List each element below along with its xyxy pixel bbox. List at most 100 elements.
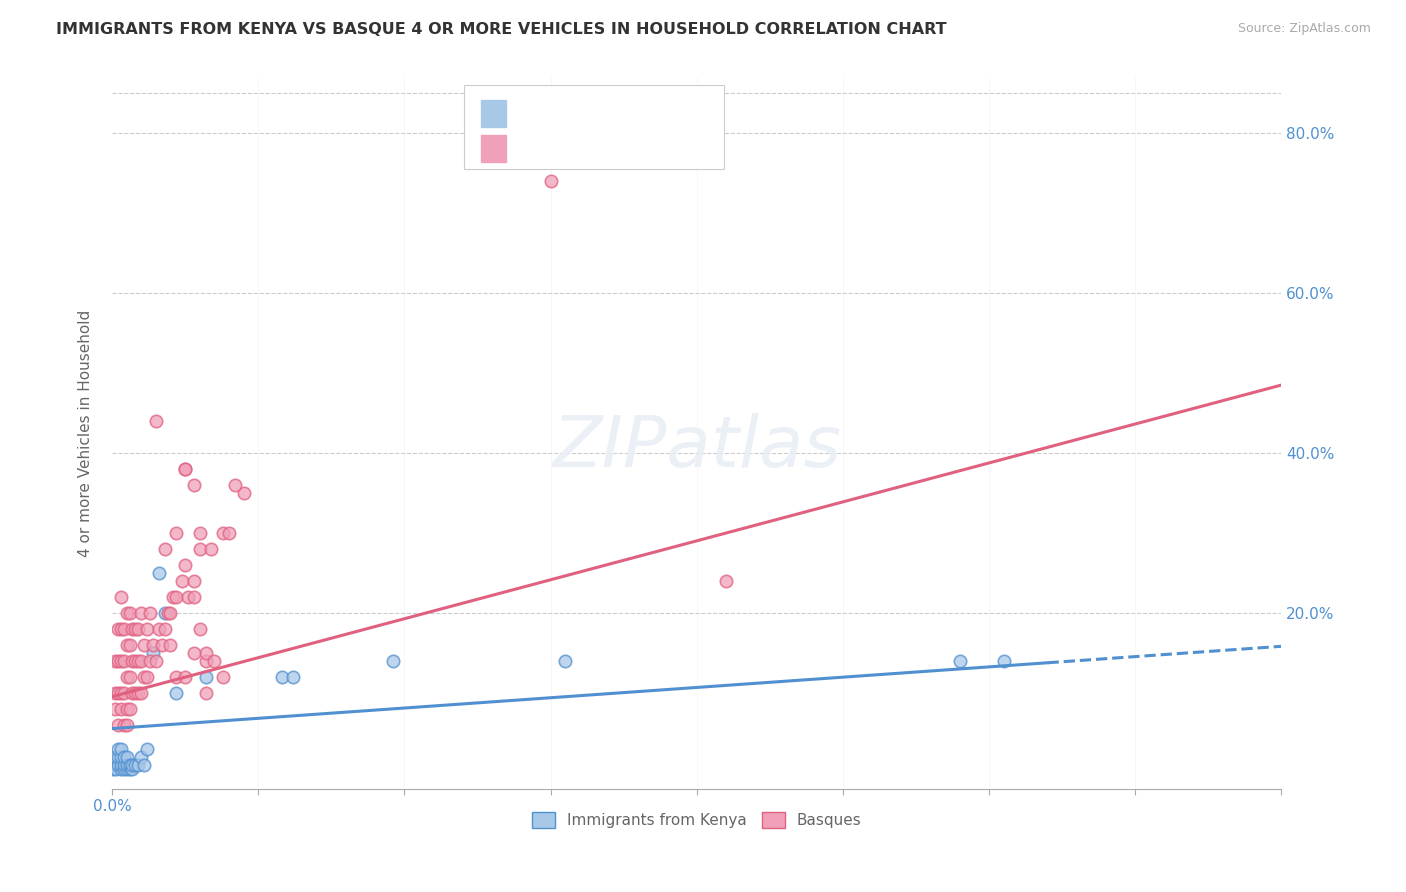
Point [110, 622, 132, 636]
Point [194, 670, 217, 684]
Point [115, 762, 138, 776]
Point [112, 717, 135, 731]
Point [134, 638, 156, 652]
Point [107, 741, 129, 756]
Point [194, 654, 217, 668]
Point [150, 638, 173, 652]
Point [118, 670, 141, 684]
Point [124, 654, 146, 668]
Point [188, 622, 211, 636]
Point [136, 741, 159, 756]
Point [124, 686, 146, 700]
Point [714, 574, 737, 588]
Point [134, 757, 156, 772]
Point [104, 749, 127, 764]
Text: N = 82: N = 82 [596, 141, 654, 156]
Point [121, 622, 143, 636]
Point [115, 670, 138, 684]
Point [174, 462, 197, 476]
Text: IMMIGRANTS FROM KENYA VS BASQUE 4 OR MORE VEHICLES IN HOUSEHOLD CORRELATION CHAR: IMMIGRANTS FROM KENYA VS BASQUE 4 OR MOR… [56, 22, 946, 37]
Point [110, 701, 132, 715]
Point [118, 606, 141, 620]
Point [115, 638, 138, 652]
Point [159, 638, 181, 652]
Point [121, 762, 143, 776]
Point [104, 686, 127, 700]
Point [110, 686, 132, 700]
Point [153, 606, 176, 620]
Point [148, 622, 170, 636]
Point [162, 590, 184, 604]
Point [202, 654, 225, 668]
Point [107, 757, 129, 772]
Point [218, 525, 240, 540]
Point [283, 670, 305, 684]
Point [949, 654, 972, 668]
Point [993, 654, 1015, 668]
Point [153, 622, 176, 636]
Point [118, 762, 141, 776]
Legend: Immigrants from Kenya, Basques: Immigrants from Kenya, Basques [526, 806, 868, 834]
Text: R = 0.236: R = 0.236 [515, 106, 592, 121]
Point [165, 686, 187, 700]
Point [129, 686, 152, 700]
Point [134, 670, 156, 684]
Point [110, 741, 132, 756]
Point [142, 646, 165, 660]
Point [107, 686, 129, 700]
Point [145, 414, 167, 428]
Point [107, 622, 129, 636]
Point [177, 590, 200, 604]
Point [110, 654, 132, 668]
Point [540, 174, 562, 188]
Point [136, 670, 159, 684]
Point [127, 622, 149, 636]
Point [183, 478, 205, 492]
Point [381, 654, 404, 668]
Point [224, 478, 246, 492]
Point [103, 762, 125, 776]
Point [183, 646, 205, 660]
Point [194, 646, 217, 660]
Point [127, 686, 149, 700]
Point [174, 558, 197, 572]
Point [107, 717, 129, 731]
Point [159, 606, 181, 620]
Point [232, 486, 254, 500]
Point [194, 686, 217, 700]
Point [118, 757, 141, 772]
Point [121, 654, 143, 668]
Point [110, 757, 132, 772]
Point [112, 654, 135, 668]
Point [127, 757, 149, 772]
Point [112, 749, 135, 764]
Point [115, 749, 138, 764]
Point [112, 686, 135, 700]
Point [148, 566, 170, 580]
Point [188, 525, 211, 540]
Point [112, 622, 135, 636]
Point [174, 462, 197, 476]
Text: N = 37: N = 37 [596, 106, 654, 121]
Point [200, 541, 222, 556]
Point [112, 757, 135, 772]
Point [129, 606, 152, 620]
Point [153, 541, 176, 556]
Point [121, 686, 143, 700]
Point [110, 590, 132, 604]
Point [554, 654, 576, 668]
Text: Source: ZipAtlas.com: Source: ZipAtlas.com [1237, 22, 1371, 36]
Point [136, 622, 159, 636]
Point [110, 762, 132, 776]
Point [124, 757, 146, 772]
Point [115, 757, 138, 772]
Point [172, 574, 194, 588]
Point [139, 654, 162, 668]
Point [124, 622, 146, 636]
Text: R = 0.522: R = 0.522 [515, 141, 591, 156]
Point [212, 525, 235, 540]
Point [118, 701, 141, 715]
Point [145, 654, 167, 668]
Point [118, 638, 141, 652]
Point [121, 757, 143, 772]
